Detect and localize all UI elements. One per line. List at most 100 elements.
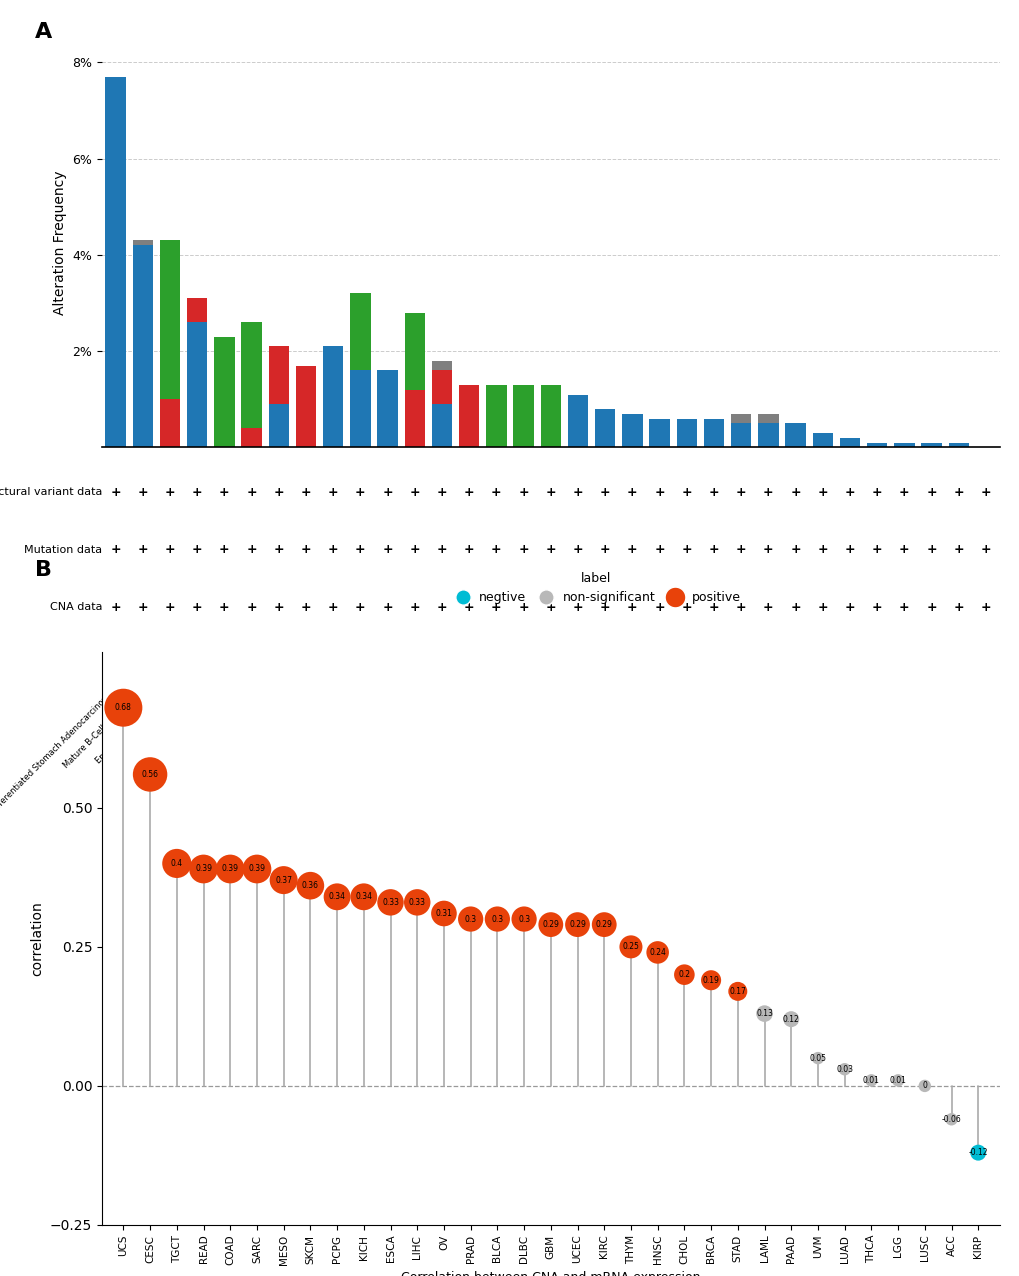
Text: Hepatocellular Carcinoma: Hepatocellular Carcinoma bbox=[467, 689, 550, 772]
Text: A: A bbox=[35, 22, 52, 42]
Text: Endometrial Carcinoma: Endometrial Carcinoma bbox=[94, 689, 170, 766]
Bar bbox=[405, 389, 425, 448]
Bar bbox=[350, 293, 370, 370]
Text: +: + bbox=[327, 486, 338, 499]
Bar bbox=[812, 433, 833, 448]
Text: Invasive Breast Carcinoma: Invasive Breast Carcinoma bbox=[682, 689, 767, 775]
Text: 0.03: 0.03 bbox=[836, 1064, 852, 1073]
Text: +: + bbox=[979, 601, 990, 614]
Point bbox=[435, 903, 451, 924]
Text: +: + bbox=[219, 601, 229, 614]
Point bbox=[969, 1142, 985, 1162]
Text: +: + bbox=[273, 601, 284, 614]
Bar bbox=[894, 443, 914, 448]
Text: +: + bbox=[816, 601, 827, 614]
Bar bbox=[132, 245, 153, 448]
Text: 0.56: 0.56 bbox=[142, 769, 158, 778]
Bar bbox=[486, 385, 506, 448]
Text: +: + bbox=[246, 544, 257, 556]
Text: +: + bbox=[871, 486, 881, 499]
Text: +: + bbox=[192, 486, 203, 499]
Text: +: + bbox=[409, 486, 420, 499]
Text: Colorectal Adenocarcinoma: Colorectal Adenocarcinoma bbox=[326, 689, 415, 777]
Point bbox=[302, 875, 318, 896]
Point bbox=[356, 887, 372, 907]
Text: +: + bbox=[545, 601, 555, 614]
Text: +: + bbox=[138, 601, 148, 614]
Text: +: + bbox=[681, 486, 692, 499]
Text: Cervical Adenocarcinoma: Cervical Adenocarcinoma bbox=[740, 689, 822, 771]
Bar bbox=[242, 429, 262, 448]
Text: Non-Seminomatous Germ Cell Tumor: Non-Seminomatous Germ Cell Tumor bbox=[788, 689, 904, 805]
Text: +: + bbox=[925, 544, 936, 556]
Text: +: + bbox=[898, 486, 909, 499]
Point bbox=[196, 859, 212, 879]
Text: Esophageal Squamous Cell Carcinoma: Esophageal Squamous Cell Carcinoma bbox=[158, 689, 278, 810]
Text: Diffuse Glioma: Diffuse Glioma bbox=[337, 689, 387, 739]
Point bbox=[756, 1003, 772, 1023]
Text: +: + bbox=[708, 486, 718, 499]
Text: 0.39: 0.39 bbox=[221, 865, 238, 874]
Bar bbox=[676, 419, 696, 448]
Text: 0.17: 0.17 bbox=[729, 986, 746, 995]
Text: Leukemia: Leukemia bbox=[705, 689, 741, 723]
Bar bbox=[350, 370, 370, 448]
Text: Head and Neck Squamous Cell Carcinoma: Head and Neck Squamous Cell Carcinoma bbox=[554, 689, 686, 820]
Bar bbox=[186, 323, 207, 448]
Text: 0.34: 0.34 bbox=[328, 892, 345, 901]
Point bbox=[595, 915, 611, 935]
Point bbox=[328, 887, 344, 907]
Text: 0.2: 0.2 bbox=[678, 970, 690, 979]
Text: +: + bbox=[790, 544, 800, 556]
Text: +: + bbox=[762, 544, 773, 556]
Text: B: B bbox=[35, 560, 52, 581]
Text: +: + bbox=[953, 601, 963, 614]
Point bbox=[809, 1048, 825, 1068]
Text: +: + bbox=[110, 601, 121, 614]
Point bbox=[409, 892, 425, 912]
Text: 0.36: 0.36 bbox=[302, 882, 319, 891]
Text: +: + bbox=[192, 544, 203, 556]
Text: -0.06: -0.06 bbox=[941, 1115, 961, 1124]
Bar bbox=[268, 346, 288, 404]
Text: 0.31: 0.31 bbox=[435, 909, 452, 917]
Text: 0.37: 0.37 bbox=[275, 875, 291, 884]
Bar bbox=[731, 413, 751, 424]
Text: +: + bbox=[735, 486, 746, 499]
Text: +: + bbox=[301, 544, 311, 556]
Text: +: + bbox=[816, 544, 827, 556]
Text: +: + bbox=[138, 544, 148, 556]
Text: +: + bbox=[518, 486, 529, 499]
Point bbox=[889, 1071, 905, 1091]
Text: +: + bbox=[979, 486, 990, 499]
Text: 0.4: 0.4 bbox=[170, 859, 182, 868]
Text: +: + bbox=[518, 601, 529, 614]
Text: +: + bbox=[653, 544, 664, 556]
Text: 0.29: 0.29 bbox=[542, 920, 558, 929]
Text: Non-Small Cell Lung Cancer: Non-Small Cell Lung Cancer bbox=[488, 689, 578, 778]
Text: +: + bbox=[409, 544, 420, 556]
Point bbox=[729, 981, 745, 1002]
Point bbox=[862, 1071, 878, 1091]
Bar bbox=[377, 370, 397, 448]
Text: 0.29: 0.29 bbox=[595, 920, 612, 929]
Bar bbox=[920, 443, 941, 448]
Bar bbox=[703, 419, 723, 448]
Text: 0.29: 0.29 bbox=[569, 920, 585, 929]
Text: Undifferentiated Stomach Adenocarcinoma: Undifferentiated Stomach Adenocarcinoma bbox=[0, 689, 115, 824]
Text: +: + bbox=[627, 486, 637, 499]
Bar bbox=[540, 385, 560, 448]
Point bbox=[222, 859, 238, 879]
Text: 0.13: 0.13 bbox=[755, 1009, 772, 1018]
Point bbox=[702, 970, 718, 990]
Bar bbox=[132, 240, 153, 245]
Text: Melanoma: Melanoma bbox=[186, 689, 224, 726]
Legend: negtive, non-significant, positive: negtive, non-significant, positive bbox=[445, 567, 745, 609]
Point bbox=[115, 698, 131, 718]
Text: +: + bbox=[790, 486, 800, 499]
Text: Ovarian Epithelial Tumor: Ovarian Epithelial Tumor bbox=[362, 689, 441, 768]
Point bbox=[916, 1076, 932, 1096]
Point bbox=[489, 909, 505, 929]
Text: +: + bbox=[708, 544, 718, 556]
Text: +: + bbox=[599, 544, 610, 556]
